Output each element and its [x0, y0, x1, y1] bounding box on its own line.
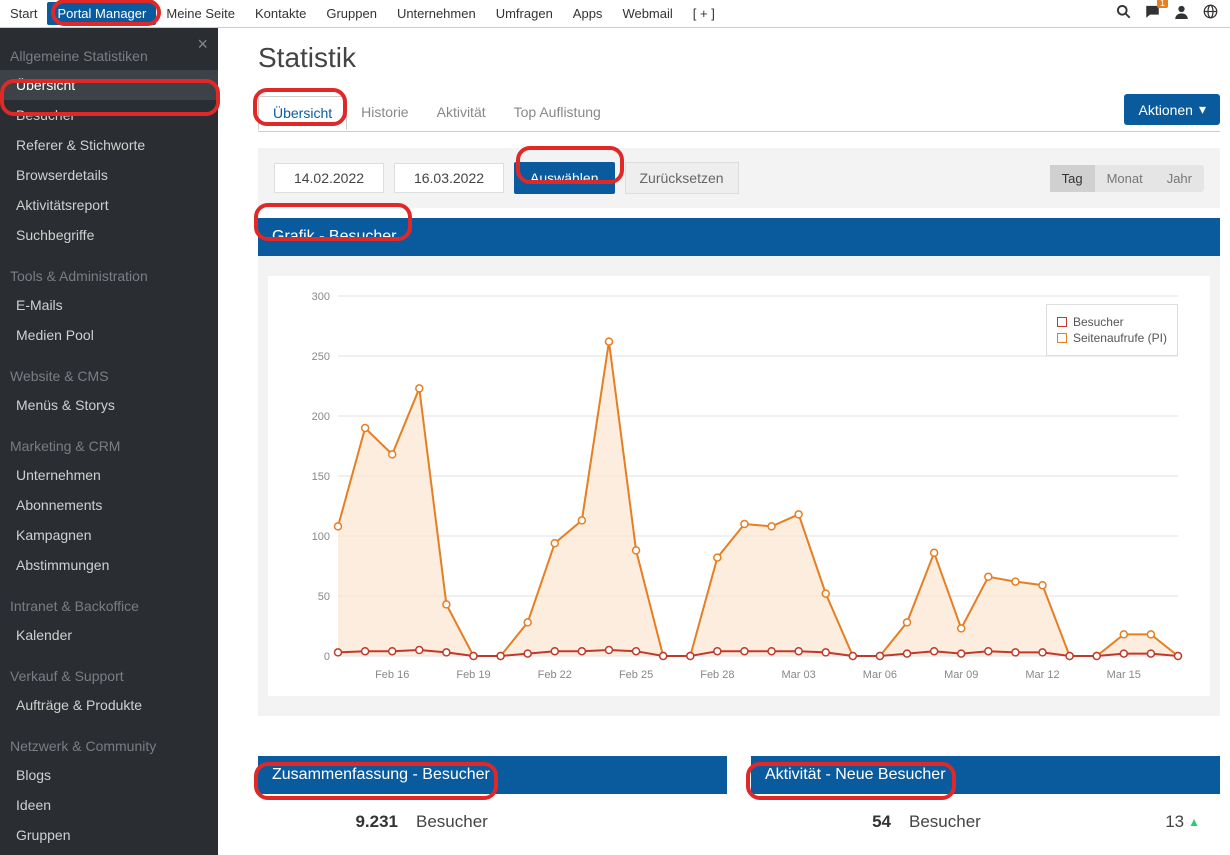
date-from-input[interactable] — [274, 163, 384, 193]
tab[interactable]: Übersicht — [258, 96, 347, 130]
tab[interactable]: Historie — [347, 96, 422, 129]
sidebar-section-title: Verkauf & Support — [0, 650, 218, 690]
svg-text:Feb 25: Feb 25 — [619, 669, 653, 681]
topnav-item[interactable]: Portal Manager — [47, 2, 156, 25]
sidebar-item[interactable]: Ideen — [0, 790, 218, 820]
topnav-item[interactable]: Start — [0, 2, 47, 25]
svg-text:300: 300 — [312, 291, 330, 303]
tabs-row: ÜbersichtHistorieAktivitätTop Auflistung… — [258, 94, 1220, 132]
sidebar-item[interactable]: Übersicht — [0, 70, 218, 100]
date-to-input[interactable] — [394, 163, 504, 193]
summary-panel: Zusammenfassung - Besucher 9.231 Besuche… — [258, 756, 727, 850]
sidebar-section-title: Netzwerk & Community — [0, 720, 218, 760]
summary-label: Besucher — [416, 812, 488, 832]
sidebar-item[interactable]: Referer & Stichworte — [0, 130, 218, 160]
topnav-right-icons: 1 — [1116, 4, 1230, 23]
page-title: Statistik — [258, 42, 1220, 74]
tab[interactable]: Aktivität — [423, 96, 500, 129]
user-icon[interactable] — [1174, 4, 1189, 23]
sidebar-section-title: Marketing & CRM — [0, 420, 218, 460]
topnav-item[interactable]: Unternehmen — [387, 2, 486, 25]
select-button[interactable]: Auswählen — [514, 162, 615, 194]
sidebar-item[interactable]: Kalender — [0, 620, 218, 650]
svg-text:150: 150 — [312, 471, 330, 483]
svg-text:Feb 28: Feb 28 — [700, 669, 734, 681]
sidebar-item[interactable]: Gruppen — [0, 820, 218, 850]
svg-text:200: 200 — [312, 411, 330, 423]
activity-value: 54 — [771, 812, 891, 832]
svg-text:0: 0 — [324, 651, 330, 663]
time-toggle: TagMonatJahr — [1050, 165, 1204, 192]
svg-text:Mar 09: Mar 09 — [944, 669, 978, 681]
notification-badge: 1 — [1157, 0, 1168, 8]
sidebar-item[interactable]: Besucher — [0, 100, 218, 130]
summary-panel-header: Zusammenfassung - Besucher — [258, 756, 727, 794]
svg-text:Mar 06: Mar 06 — [863, 669, 897, 681]
activity-panel-header: Aktivität - Neue Besucher — [751, 756, 1220, 794]
sidebar-item[interactable]: Blogs — [0, 760, 218, 790]
svg-text:Mar 15: Mar 15 — [1107, 669, 1141, 681]
chart-panel-header: Grafik - Besucher — [258, 218, 1220, 256]
chart-legend: Besucher Seitenaufrufe (PI) — [1046, 304, 1178, 356]
sidebar: × Allgemeine StatistikenÜbersichtBesuche… — [0, 28, 218, 855]
sidebar-item[interactable]: Suchbegriffe — [0, 220, 218, 250]
sidebar-item[interactable]: E-Mails — [0, 290, 218, 320]
svg-text:Feb 22: Feb 22 — [538, 669, 572, 681]
legend-item: Besucher — [1057, 315, 1167, 329]
main-content: Statistik ÜbersichtHistorieAktivitätTop … — [218, 28, 1230, 855]
sidebar-item[interactable]: Medien Pool — [0, 320, 218, 350]
activity-row: 54 Besucher 13 ▲ — [751, 794, 1220, 850]
sidebar-item[interactable]: Aktivitätsreport — [0, 190, 218, 220]
sidebar-item[interactable]: Aufträge & Produkte — [0, 690, 218, 720]
activity-trend: 13 ▲ — [1165, 812, 1200, 832]
sidebar-section-title: Intranet & Backoffice — [0, 580, 218, 620]
topnav-item[interactable]: [ + ] — [683, 2, 725, 25]
topnav-item[interactable]: Kontakte — [245, 2, 316, 25]
messages-icon[interactable]: 1 — [1145, 4, 1160, 23]
tab[interactable]: Top Auflistung — [500, 96, 615, 129]
sidebar-section-title: Allgemeine Statistiken — [0, 28, 218, 70]
sidebar-item[interactable]: Kampagnen — [0, 520, 218, 550]
topnav-item[interactable]: Umfragen — [486, 2, 563, 25]
svg-text:50: 50 — [318, 591, 330, 603]
svg-text:Feb 19: Feb 19 — [456, 669, 490, 681]
svg-text:250: 250 — [312, 351, 330, 363]
sidebar-item[interactable]: Menüs & Storys — [0, 390, 218, 420]
sidebar-close-icon[interactable]: × — [197, 34, 208, 55]
topnav-item[interactable]: Apps — [563, 2, 613, 25]
sidebar-item[interactable]: Abonnements — [0, 490, 218, 520]
topnav-item[interactable]: Gruppen — [316, 2, 387, 25]
reset-button[interactable]: Zurücksetzen — [625, 162, 739, 194]
topnav-item[interactable]: Webmail — [612, 2, 682, 25]
filter-bar: Auswählen Zurücksetzen TagMonatJahr — [258, 148, 1220, 208]
sidebar-item[interactable]: Unternehmen — [0, 460, 218, 490]
activity-panel: Aktivität - Neue Besucher 54 Besucher 13… — [751, 756, 1220, 850]
sidebar-item[interactable]: Abstimmungen — [0, 550, 218, 580]
legend-item: Seitenaufrufe (PI) — [1057, 331, 1167, 345]
actions-button[interactable]: Aktionen ▾ — [1124, 94, 1220, 125]
topnav-item[interactable]: Meine Seite — [156, 2, 245, 25]
svg-text:100: 100 — [312, 531, 330, 543]
time-toggle-option[interactable]: Tag — [1050, 165, 1095, 192]
svg-text:Feb 16: Feb 16 — [375, 669, 409, 681]
svg-text:Mar 12: Mar 12 — [1025, 669, 1059, 681]
summary-value: 9.231 — [278, 812, 398, 832]
activity-label: Besucher — [909, 812, 981, 832]
search-icon[interactable] — [1116, 4, 1131, 23]
chart-panel: Grafik - Besucher 0 50 100 150 200 250 300 Feb … — [258, 218, 1220, 716]
chevron-down-icon: ▾ — [1199, 101, 1206, 118]
svg-text:Mar 03: Mar 03 — [782, 669, 816, 681]
time-toggle-option[interactable]: Jahr — [1155, 165, 1204, 192]
sidebar-section-title: Tools & Administration — [0, 250, 218, 290]
time-toggle-option[interactable]: Monat — [1095, 165, 1155, 192]
top-nav: StartPortal ManagerMeine SeiteKontakteGr… — [0, 0, 1230, 28]
sidebar-item[interactable]: Browserdetails — [0, 160, 218, 190]
globe-icon[interactable] — [1203, 4, 1218, 23]
sidebar-section-title: Website & CMS — [0, 350, 218, 390]
trend-up-icon: ▲ — [1188, 815, 1200, 829]
visitor-chart: 0 50 100 150 200 250 300 Feb 16 Feb 19 Feb 22 Feb … — [288, 286, 1188, 686]
summary-row: 9.231 Besucher — [258, 794, 727, 850]
